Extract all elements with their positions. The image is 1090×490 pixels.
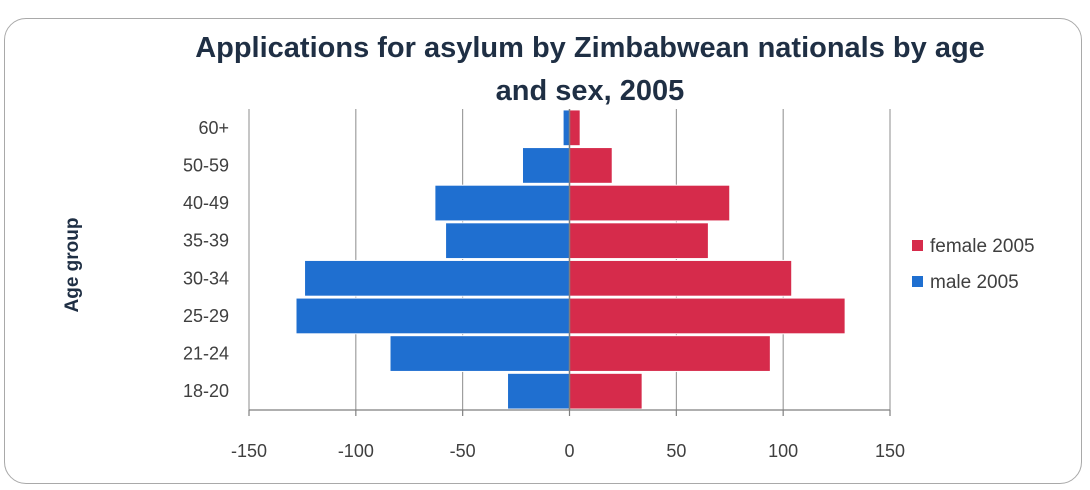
category-label: 50-59	[183, 155, 229, 175]
x-tick-label: 0	[564, 441, 574, 461]
legend: female 2005 male 2005	[912, 236, 1035, 293]
x-tick-label: -50	[450, 441, 476, 461]
legend-swatch-female	[912, 240, 923, 251]
chart-title-line-2: and sex, 2005	[496, 75, 685, 107]
female-bar-50-59	[569, 147, 613, 184]
male-bar-40-49	[434, 184, 571, 222]
male-bar-30-34	[304, 259, 570, 297]
legend-swatch-male	[912, 276, 923, 287]
x-tick-label: 50	[666, 441, 686, 461]
category-label: 18-20	[183, 381, 229, 401]
female-bar-35-39	[569, 222, 709, 260]
female-bar-18-20	[569, 372, 643, 410]
x-tick-label: -100	[338, 441, 374, 461]
legend-label-male: male 2005	[930, 272, 1019, 293]
female-bar-60+	[569, 109, 581, 147]
category-label: 21-24	[183, 344, 229, 364]
female-bar-25-29	[569, 297, 846, 335]
male-bar-35-39	[445, 222, 570, 260]
category-labels: 18-20 21-24 25-29 30-34 35-39 40-49 50-59 60+	[183, 118, 229, 401]
female-bar-21-24	[569, 335, 771, 372]
female-bar-30-34	[569, 259, 793, 297]
legend-label-female: female 2005	[930, 236, 1035, 257]
axes	[248, 109, 891, 416]
male-bar-18-20	[507, 372, 570, 410]
category-label: 25-29	[183, 306, 229, 326]
male-bar-60+	[562, 109, 571, 147]
category-label: 40-49	[183, 193, 229, 213]
female-bar-40-49	[569, 184, 731, 222]
bars	[295, 109, 846, 410]
x-tick-label: 150	[875, 441, 905, 461]
gridlines	[248, 109, 891, 410]
x-tick-label: -150	[231, 441, 267, 461]
male-bar-21-24	[389, 335, 570, 372]
chart-title-line-1: Applications for asylum by Zimbabwean na…	[195, 32, 985, 64]
x-tick-label: 100	[768, 441, 798, 461]
male-bar-25-29	[295, 297, 570, 335]
category-label: 60+	[198, 118, 229, 138]
category-label: 35-39	[183, 231, 229, 251]
y-axis-title: Age group	[62, 218, 83, 313]
x-tick-labels: -150 -100 -50 0 50 100 150	[231, 441, 905, 461]
male-bar-50-59	[521, 147, 571, 184]
category-label: 30-34	[183, 268, 229, 288]
